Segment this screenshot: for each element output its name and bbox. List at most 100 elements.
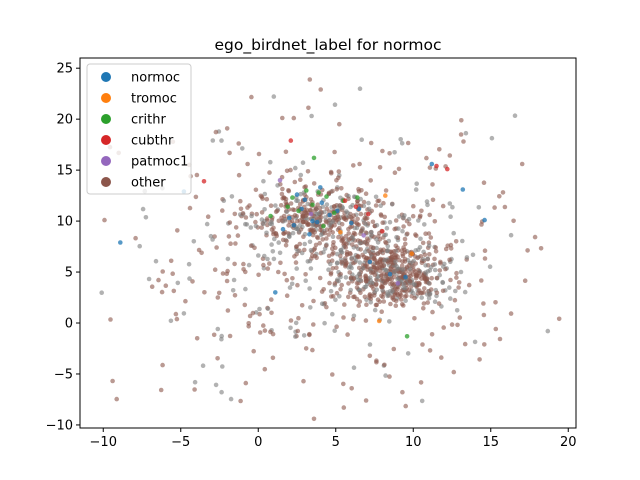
point-other (410, 272, 416, 277)
point-other (437, 147, 442, 152)
point-other (416, 270, 422, 276)
point-other (330, 311, 335, 317)
point-other (300, 214, 306, 219)
point-other (464, 255, 470, 260)
point-other (402, 250, 408, 255)
point-other (247, 313, 253, 319)
point-other (460, 238, 465, 244)
x-tick-label: 10 (405, 435, 422, 450)
point-other (273, 231, 279, 236)
point-other (427, 212, 433, 218)
point-other (304, 212, 310, 217)
point-other (321, 250, 326, 255)
point-other (308, 208, 314, 213)
point-other (268, 159, 273, 165)
point-tromoc (409, 251, 415, 256)
point-other (379, 309, 385, 315)
point-other (258, 193, 264, 199)
point-other (367, 342, 373, 347)
point-other (332, 223, 337, 228)
point-other (400, 267, 406, 272)
point-other (229, 194, 235, 199)
point-other (326, 232, 332, 237)
point-other (326, 253, 332, 259)
point-other (248, 225, 254, 230)
point-other (422, 222, 427, 227)
point-other (253, 219, 258, 225)
point-other (355, 216, 360, 222)
point-other (289, 281, 295, 287)
point-other (186, 261, 192, 267)
point-other (466, 282, 472, 288)
point-other (390, 295, 395, 301)
point-other (353, 258, 359, 263)
point-other (367, 292, 373, 297)
point-other (181, 311, 187, 316)
point-other (233, 225, 239, 230)
point-other (394, 264, 400, 269)
point-other (324, 202, 330, 207)
point-other (303, 272, 308, 277)
point-other (171, 288, 177, 294)
point-other (338, 274, 343, 280)
point-other (377, 237, 383, 242)
point-other (425, 202, 430, 208)
point-other (420, 342, 425, 347)
point-other (377, 268, 383, 274)
point-other (183, 298, 188, 304)
point-other (268, 329, 273, 335)
point-normoc (460, 187, 466, 192)
point-tromoc (376, 318, 382, 324)
point-other (437, 268, 443, 273)
point-patmoc1 (308, 211, 314, 217)
point-crithr (324, 194, 329, 199)
point-other (397, 257, 402, 263)
point-other (391, 346, 397, 352)
point-other (251, 348, 256, 354)
point-other (337, 203, 343, 208)
point-other (220, 364, 225, 369)
point-other (297, 222, 303, 228)
point-other (393, 303, 399, 309)
point-other (413, 187, 419, 192)
point-other (264, 196, 270, 202)
point-other (519, 161, 525, 167)
point-other (330, 234, 336, 239)
point-other (332, 328, 338, 334)
point-other (284, 277, 290, 283)
point-other (334, 187, 340, 192)
point-other (379, 284, 385, 290)
point-other (284, 293, 290, 299)
point-other (330, 188, 335, 194)
point-other (330, 246, 335, 252)
point-other (192, 379, 198, 385)
point-other (443, 246, 449, 252)
point-other (173, 311, 179, 317)
point-other (447, 153, 453, 158)
point-other (339, 282, 345, 288)
point-other (286, 233, 292, 239)
point-other (270, 355, 276, 361)
point-other (160, 269, 165, 274)
point-other (381, 299, 387, 304)
point-other (382, 362, 387, 368)
point-normoc (291, 222, 297, 228)
point-other (350, 234, 355, 240)
point-other (338, 286, 343, 292)
point-other (401, 224, 406, 229)
point-other (423, 263, 428, 268)
point-other (432, 262, 438, 267)
point-other (297, 218, 303, 223)
point-other (282, 271, 287, 277)
point-other (261, 178, 266, 184)
point-other (199, 250, 204, 256)
point-other (324, 304, 329, 310)
point-other (287, 285, 293, 290)
point-other (358, 247, 364, 252)
point-patmoc1 (395, 281, 401, 286)
point-other (454, 308, 460, 313)
point-other (362, 239, 368, 245)
point-other (272, 236, 277, 242)
point-other (354, 285, 360, 290)
point-other (256, 151, 262, 157)
